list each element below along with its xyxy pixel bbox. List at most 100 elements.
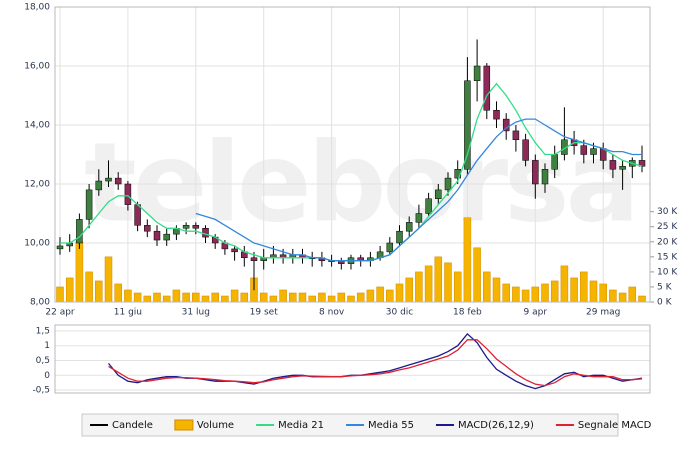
y-tick-label: 14,00 <box>24 121 50 131</box>
y-tick-label: 1,5 <box>36 326 50 336</box>
candle-body <box>124 183 132 205</box>
volume-bar <box>589 280 598 303</box>
volume-bar <box>85 271 93 303</box>
main-frame <box>54 6 651 303</box>
volume-bar <box>337 292 346 303</box>
candle-body <box>522 139 529 161</box>
y2-tick-label: 30 K <box>657 207 678 217</box>
candle-body <box>76 219 83 244</box>
y-tick-label: 18,00 <box>24 3 50 13</box>
y2-tick-label: 10 K <box>657 267 678 277</box>
volume-bar <box>298 292 307 303</box>
legend: Candele Volume Media 21 Media 55 MACD(26,12,… <box>81 413 652 437</box>
y2-tick-label: 20 K <box>657 237 678 247</box>
x-tick-label: 9 apr <box>524 308 548 318</box>
volume-bar <box>395 283 404 303</box>
macd-frame <box>54 324 651 394</box>
volume-bar <box>318 292 326 303</box>
candle-body <box>425 198 432 214</box>
volume-bar <box>580 271 588 303</box>
volume-bar <box>95 280 103 303</box>
volume-bar <box>347 295 355 303</box>
volume-bar <box>638 295 646 303</box>
candle-body <box>473 65 481 81</box>
volume-bar <box>473 247 481 303</box>
volume-bar <box>182 292 190 303</box>
candle-body <box>512 130 520 140</box>
candle-body <box>85 189 93 220</box>
legend-label: Media 21 <box>278 420 324 431</box>
candle-body <box>182 225 190 229</box>
candle-body <box>580 145 588 155</box>
volume-bar <box>356 292 365 303</box>
y2-tick-label: 5 K <box>657 282 673 292</box>
volume-bar <box>65 277 74 303</box>
legend-label: Segnale MACD <box>578 420 652 431</box>
volume-bar <box>308 295 316 303</box>
candle-body <box>619 166 626 170</box>
candle-body <box>541 169 549 185</box>
plots: 8,00 10,00 12,00 14,00 16,00 18,00 0 K 5 K 10 K 1… <box>24 3 678 396</box>
volume-bar <box>453 271 462 303</box>
y2-tick-label: 25 K <box>657 222 678 232</box>
y-tick-label: 0 <box>44 371 50 381</box>
volume-bar <box>541 283 549 303</box>
y-tick-label: 1 <box>44 341 50 351</box>
candle-body <box>493 110 500 120</box>
candle-body <box>163 233 170 241</box>
volume-bar <box>104 256 113 303</box>
volume-bar <box>133 292 142 303</box>
volume-bar <box>327 295 336 303</box>
y-tick-label: 12,00 <box>24 180 50 190</box>
x-tick-label: 8 nov <box>319 308 345 318</box>
volume-bar <box>550 280 559 303</box>
volume-bar <box>366 289 375 303</box>
volume-bar <box>211 292 219 303</box>
volume-bar <box>463 217 472 303</box>
legend-label: Candele <box>112 420 153 431</box>
candle-body <box>405 222 413 232</box>
volume-bar <box>405 277 413 303</box>
volume-bar <box>618 292 627 303</box>
volume-bar <box>609 289 617 303</box>
volume-bar <box>376 286 384 303</box>
volume-bar <box>434 256 443 303</box>
volume-bar <box>531 286 540 303</box>
x-tick-label: 22 apr <box>45 308 75 318</box>
candle-body <box>609 160 617 170</box>
x-tick-label: 18 feb <box>453 308 482 318</box>
volume-bar <box>114 283 122 303</box>
watermark: teleborsa <box>84 118 636 246</box>
volume-bar <box>415 271 423 303</box>
y-tick-label: 0,5 <box>36 356 50 366</box>
candle-body <box>435 189 442 199</box>
volume-bar <box>502 283 510 303</box>
candle-body <box>250 257 258 261</box>
x-tick-label: 30 dic <box>386 308 414 318</box>
volume-bar <box>259 292 268 303</box>
candle-body <box>202 228 209 238</box>
y-tick-label: 8,00 <box>30 298 50 308</box>
candle-body <box>153 230 161 241</box>
y-tick-label: -0,5 <box>32 386 50 396</box>
volume-bar <box>221 295 229 303</box>
legend-swatch <box>174 419 194 431</box>
candle-body <box>192 225 200 229</box>
volume-bar <box>424 265 433 303</box>
volume-bar <box>560 265 569 303</box>
candle-body <box>590 148 597 155</box>
x-tick-label: 19 set <box>250 308 279 318</box>
candle-body <box>396 230 403 244</box>
volume-bar <box>153 292 161 303</box>
volume-bar <box>444 262 452 303</box>
volume-bar <box>599 283 607 303</box>
volume-bar <box>386 289 394 303</box>
y-tick-label: 16,00 <box>24 62 50 72</box>
volume-bar <box>483 271 491 303</box>
candle-body <box>415 213 423 223</box>
y2-tick-label: 0 K <box>657 298 673 308</box>
volume-bar <box>192 292 200 303</box>
volume-bar <box>143 295 152 303</box>
legend-label: Media 55 <box>368 420 414 431</box>
